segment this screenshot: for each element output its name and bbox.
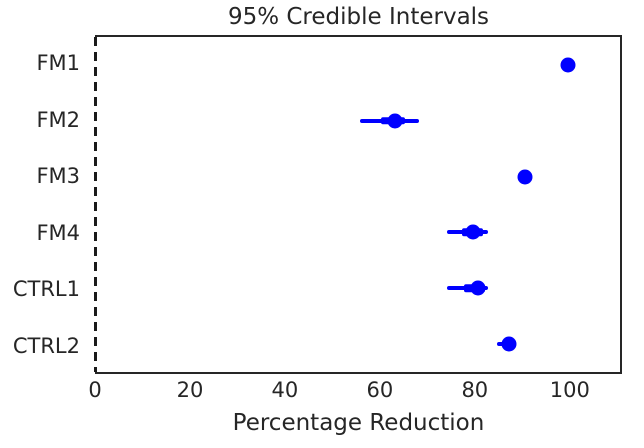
- y-tick-label: FM1: [36, 51, 80, 76]
- point-estimate-dot: [560, 57, 576, 73]
- x-tick-label: 100: [549, 378, 590, 402]
- point-estimate-dot: [387, 113, 403, 129]
- zero-reference-line: [94, 37, 97, 372]
- x-tick-label: 0: [88, 378, 102, 402]
- x-tick-label: 80: [461, 378, 489, 402]
- chart-title: 95% Credible Intervals: [227, 4, 490, 30]
- x-axis-label: Percentage Reduction: [232, 410, 485, 436]
- point-estimate-dot: [465, 224, 481, 240]
- y-tick-label: CTRL1: [12, 277, 80, 302]
- point-estimate-dot: [501, 336, 517, 352]
- point-estimate-dot: [470, 280, 486, 296]
- x-tick-label: 20: [176, 378, 204, 402]
- y-tick-label: FM2: [36, 107, 80, 132]
- plot-area: [94, 35, 622, 374]
- x-tick-label: 60: [366, 378, 394, 402]
- y-tick-label: FM3: [36, 164, 80, 189]
- point-estimate-dot: [517, 169, 533, 185]
- y-axis-labels: FM1 FM2 FM3 FM4 CTRL1 CTRL2: [0, 35, 80, 374]
- x-axis-ticks: 0 20 40 60 80 100: [88, 378, 622, 404]
- x-tick-label: 40: [271, 378, 299, 402]
- y-tick-label: CTRL2: [12, 333, 80, 358]
- y-tick-label: FM4: [36, 220, 80, 245]
